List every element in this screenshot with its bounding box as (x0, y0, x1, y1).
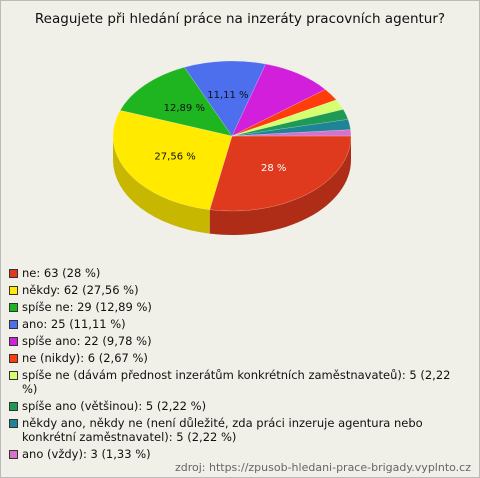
slice (231, 99, 344, 137)
slice-side (113, 136, 210, 234)
legend-swatch (9, 402, 18, 411)
legend-label: spíše ne (dávám přednost inzerátům konkr… (22, 368, 451, 396)
legend-label: ne (nikdy): 6 (2,67 %) (22, 351, 148, 365)
legend: ne: 63 (28 %) někdy: 62 (27,56 %) spíše ne… (9, 266, 467, 464)
slice (209, 135, 352, 212)
legend-item: ne (nikdy): 6 (2,67 %) (9, 351, 467, 365)
slice (231, 119, 351, 137)
slice (183, 60, 266, 137)
legend-item: spíše ne: 29 (12,89 %) (9, 300, 467, 314)
legend-swatch (9, 354, 18, 363)
slice (231, 63, 326, 137)
legend-item: spíše ne (dávám přednost inzerátům konkr… (9, 368, 467, 396)
chart-title: Reagujete při hledání práce na inzeráty … (35, 11, 445, 27)
legend-label: ne: 63 (28 %) (22, 266, 101, 280)
legend-label: ano (vždy): 3 (1,33 %) (22, 447, 151, 461)
slice (231, 109, 349, 137)
legend-label: někdy: 62 (27,56 %) (22, 283, 139, 297)
slice (231, 129, 352, 137)
slice-label: 11,11 % (207, 90, 248, 101)
legend-item: ne: 63 (28 %) (9, 266, 467, 280)
slice (112, 110, 233, 210)
slice (119, 66, 233, 137)
pie-area: Reagujete při hledání práce na inzeráty … (35, 11, 445, 235)
legend-label: ano: 25 (11,11 %) (22, 317, 126, 331)
legend-swatch (9, 320, 18, 329)
source: zdroj: https://zpusob-hledani-prace-brig… (174, 461, 471, 474)
legend-swatch (9, 371, 18, 380)
legend-item: ano (vždy): 3 (1,33 %) (9, 447, 467, 461)
legend-swatch (9, 303, 18, 312)
legend-swatch (9, 450, 18, 459)
legend-label: spíše ano: 22 (9,78 %) (22, 334, 152, 348)
legend-swatch (9, 269, 18, 278)
legend-swatch (9, 419, 18, 428)
legend-item: někdy: 62 (27,56 %) (9, 283, 467, 297)
legend-label: spíše ne: 29 (12,89 %) (22, 300, 152, 314)
legend-item: někdy ano, někdy ne (není důležité, zda … (9, 416, 467, 444)
slice (231, 89, 337, 137)
slice-label: 28 % (261, 163, 286, 174)
slice-label: 12,89 % (164, 103, 205, 114)
legend-item: ano: 25 (11,11 %) (9, 317, 467, 331)
slice-side (209, 136, 351, 235)
legend-item: spíše ano: 22 (9,78 %) (9, 334, 467, 348)
slice-label: 27,56 % (154, 151, 195, 162)
legend-item: spíše ano (většinou): 5 (2,22 %) (9, 399, 467, 413)
legend-label: spíše ano (většinou): 5 (2,22 %) (22, 399, 207, 413)
legend-swatch (9, 337, 18, 346)
legend-label: někdy ano, někdy ne (není důležité, zda … (22, 416, 423, 444)
legend-swatch (9, 286, 18, 295)
